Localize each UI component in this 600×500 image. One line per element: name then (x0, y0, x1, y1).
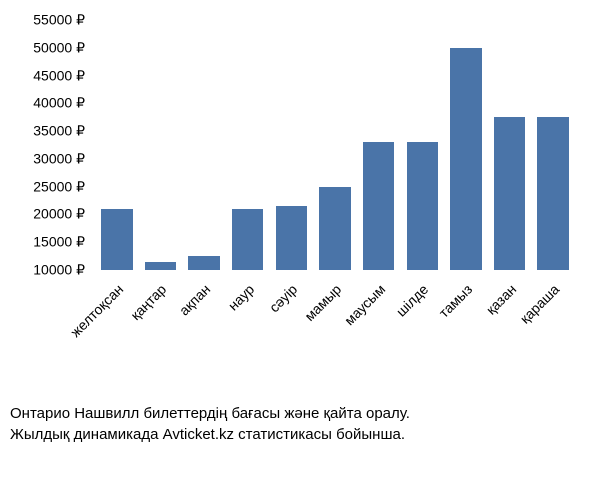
chart-caption: Онтарио Нашвилл билеттердің бағасы және … (10, 403, 590, 445)
x-label: мамыр (301, 281, 344, 324)
y-tick: 25000 ₽ (33, 178, 85, 195)
y-tick: 30000 ₽ (33, 150, 85, 167)
y-tick: 55000 ₽ (33, 12, 85, 29)
plot-area (95, 20, 575, 270)
bar (363, 142, 394, 270)
y-tick: 35000 ₽ (33, 123, 85, 140)
y-axis: 10000 ₽15000 ₽20000 ₽25000 ₽30000 ₽35000… (10, 20, 90, 270)
caption-line-2: Жылдық динамикада Avticket.kz статистика… (10, 424, 590, 445)
x-label: сәуір (266, 281, 300, 315)
x-label: желтоқсан (67, 281, 126, 340)
bar (537, 117, 568, 270)
bar (101, 209, 132, 270)
x-label: ақпан (176, 281, 213, 318)
x-label: қазан (482, 281, 519, 318)
x-axis: желтоқсанқаңтарақпаннаурсәуірмамырмаусым… (95, 275, 575, 385)
y-tick: 20000 ₽ (33, 206, 85, 223)
y-tick: 40000 ₽ (33, 95, 85, 112)
y-tick: 45000 ₽ (33, 67, 85, 84)
bars-group (95, 20, 575, 270)
caption-line-1: Онтарио Нашвилл билеттердің бағасы және … (10, 403, 590, 424)
bar (494, 117, 525, 270)
x-label: тамыз (436, 281, 476, 321)
x-label: қаңтар (128, 281, 170, 323)
bar (188, 256, 219, 270)
y-tick: 10000 ₽ (33, 262, 85, 279)
bar (450, 48, 481, 270)
bar (407, 142, 438, 270)
bar (319, 187, 350, 270)
x-label: қараша (517, 281, 563, 327)
chart-container: 10000 ₽ 15000 ₽ 20000 ₽ 25000 ₽ 30000 ₽ 35000… (10, 10, 590, 390)
x-label: наур (225, 281, 258, 314)
y-tick: 50000 ₽ (33, 39, 85, 56)
bar (232, 209, 263, 270)
bar (276, 206, 307, 270)
bar (145, 262, 176, 270)
x-label: маусым (341, 281, 388, 328)
y-tick: 15000 ₽ (33, 234, 85, 251)
x-label: шілде (393, 281, 432, 320)
